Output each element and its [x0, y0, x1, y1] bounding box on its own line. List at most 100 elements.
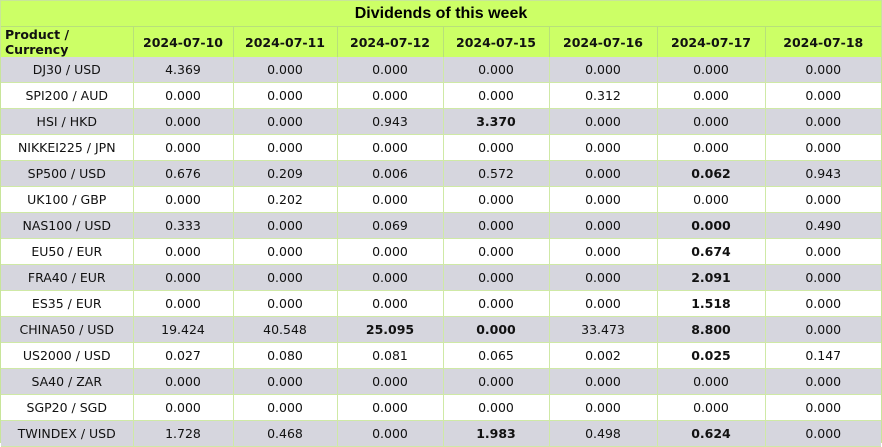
dividend-value-cell: 0.000	[765, 290, 881, 317]
dividend-value-cell: 0.000	[765, 57, 881, 83]
dividend-value-cell: 0.000	[657, 108, 766, 135]
dividend-value-cell: 0.209	[233, 160, 338, 187]
header-row: Product / Currency 2024-07-10 2024-07-11…	[1, 27, 881, 57]
product-cell: FRA40 / EUR	[1, 264, 134, 291]
dividends-table: Product / Currency 2024-07-10 2024-07-11…	[1, 27, 881, 447]
dividend-value-cell: 0.000	[337, 57, 444, 83]
dividend-value-cell: 0.062	[657, 160, 766, 187]
dividend-value-cell: 0.000	[657, 394, 766, 421]
product-cell: SP500 / USD	[1, 160, 134, 187]
dividend-value-cell: 0.490	[765, 212, 881, 239]
dividend-value-cell: 0.000	[549, 394, 658, 421]
dividend-value-cell: 0.000	[133, 264, 234, 291]
product-cell: HSI / HKD	[1, 108, 134, 135]
column-header-date: 2024-07-11	[233, 27, 338, 57]
dividend-value-cell: 0.000	[765, 238, 881, 265]
dividend-value-cell: 0.000	[133, 394, 234, 421]
dividend-value-cell: 0.000	[765, 134, 881, 161]
dividend-value-cell: 0.000	[549, 108, 658, 135]
dividend-value-cell: 0.000	[133, 108, 234, 135]
dividend-value-cell: 0.000	[233, 238, 338, 265]
dividend-value-cell: 0.000	[657, 134, 766, 161]
dividend-value-cell: 33.473	[549, 316, 658, 343]
dividend-value-cell: 0.000	[765, 264, 881, 291]
column-header-date: 2024-07-17	[657, 27, 766, 57]
dividend-value-cell: 8.800	[657, 316, 766, 343]
column-header-date: 2024-07-18	[765, 27, 881, 57]
dividend-value-cell: 0.333	[133, 212, 234, 239]
table-row: SA40 / ZAR 0.000 0.000 0.000 0.000 0.000 0.000…	[1, 368, 881, 395]
dividend-value-cell: 0.080	[233, 342, 338, 369]
dividend-value-cell: 0.000	[765, 316, 881, 343]
dividend-value-cell: 0.002	[549, 342, 658, 369]
dividend-value-cell: 0.000	[233, 108, 338, 135]
table-row: NAS100 / USD 0.333 0.000 0.069 0.000 0.000 0.0…	[1, 212, 881, 239]
table-row: HSI / HKD 0.000 0.000 0.943 3.370 0.000 0.000 0…	[1, 108, 881, 135]
dividend-value-cell: 0.676	[133, 160, 234, 187]
dividend-value-cell: 0.000	[443, 290, 550, 317]
dividend-value-cell: 0.000	[443, 82, 550, 109]
dividend-value-cell: 0.674	[657, 238, 766, 265]
dividend-value-cell: 0.000	[657, 82, 766, 109]
dividend-value-cell: 1.518	[657, 290, 766, 317]
product-cell: CHINA50 / USD	[1, 316, 134, 343]
dividend-value-cell: 0.000	[443, 238, 550, 265]
dividend-value-cell: 0.000	[657, 212, 766, 239]
dividend-value-cell: 0.000	[549, 290, 658, 317]
dividend-value-cell: 0.000	[133, 186, 234, 213]
product-cell: NIKKEI225 / JPN	[1, 134, 134, 161]
dividend-value-cell: 0.000	[443, 264, 550, 291]
table-row: SP500 / USD 0.676 0.209 0.006 0.572 0.000 0.06…	[1, 160, 881, 187]
dividend-value-cell: 0.000	[549, 368, 658, 395]
dividend-value-cell: 0.943	[765, 160, 881, 187]
dividend-value-cell: 0.000	[133, 134, 234, 161]
dividend-value-cell: 0.000	[549, 186, 658, 213]
dividend-value-cell: 0.000	[549, 264, 658, 291]
dividend-value-cell: 40.548	[233, 316, 338, 343]
dividend-value-cell: 0.065	[443, 342, 550, 369]
dividend-value-cell: 2.091	[657, 264, 766, 291]
dividend-value-cell: 0.000	[657, 186, 766, 213]
table-row: US2000 / USD 0.027 0.080 0.081 0.065 0.002 0.0…	[1, 342, 881, 369]
dividend-value-cell: 0.000	[337, 238, 444, 265]
dividend-value-cell: 4.369	[133, 57, 234, 83]
dividend-value-cell: 0.000	[233, 394, 338, 421]
column-header-date: 2024-07-16	[549, 27, 658, 57]
dividend-value-cell: 0.000	[233, 212, 338, 239]
dividend-value-cell: 0.000	[549, 212, 658, 239]
dividend-value-cell: 0.000	[443, 316, 550, 343]
dividend-value-cell: 0.202	[233, 186, 338, 213]
dividend-value-cell: 0.000	[765, 420, 881, 447]
dividend-value-cell: 3.370	[443, 108, 550, 135]
dividend-value-cell: 0.000	[765, 82, 881, 109]
dividend-value-cell: 0.025	[657, 342, 766, 369]
product-cell: NAS100 / USD	[1, 212, 134, 239]
table-row: ES35 / EUR 0.000 0.000 0.000 0.000 0.000 1.518…	[1, 290, 881, 317]
table-row: EU50 / EUR 0.000 0.000 0.000 0.000 0.000 0.674…	[1, 238, 881, 265]
product-cell: SGP20 / SGD	[1, 394, 134, 421]
table-row: SGP20 / SGD 0.000 0.000 0.000 0.000 0.000 0.00…	[1, 394, 881, 421]
dividend-value-cell: 0.000	[337, 394, 444, 421]
product-cell: SPI200 / AUD	[1, 82, 134, 109]
table-row: NIKKEI225 / JPN 0.000 0.000 0.000 0.000 0.000…	[1, 134, 881, 161]
dividend-value-cell: 0.000	[337, 290, 444, 317]
dividend-value-cell: 0.000	[133, 238, 234, 265]
table-row: CHINA50 / USD 19.424 40.548 25.095 0.000 33.4…	[1, 316, 881, 343]
dividend-value-cell: 0.081	[337, 342, 444, 369]
product-cell: US2000 / USD	[1, 342, 134, 369]
table-row: SPI200 / AUD 0.000 0.000 0.000 0.000 0.312 0.0…	[1, 82, 881, 109]
dividend-value-cell: 0.000	[337, 82, 444, 109]
dividend-value-cell: 0.000	[765, 186, 881, 213]
dividend-value-cell: 0.000	[233, 82, 338, 109]
dividend-value-cell: 0.000	[337, 264, 444, 291]
dividend-value-cell: 0.027	[133, 342, 234, 369]
dividend-value-cell: 0.000	[443, 134, 550, 161]
product-cell: DJ30 / USD	[1, 57, 134, 83]
dividend-value-cell: 0.000	[233, 57, 338, 83]
dividend-value-cell: 0.000	[337, 186, 444, 213]
dividend-value-cell: 0.000	[657, 57, 766, 83]
dividend-value-cell: 0.000	[337, 134, 444, 161]
column-header-date: 2024-07-15	[443, 27, 550, 57]
dividend-value-cell: 0.000	[337, 368, 444, 395]
table-row: FRA40 / EUR 0.000 0.000 0.000 0.000 0.000 2.09…	[1, 264, 881, 291]
